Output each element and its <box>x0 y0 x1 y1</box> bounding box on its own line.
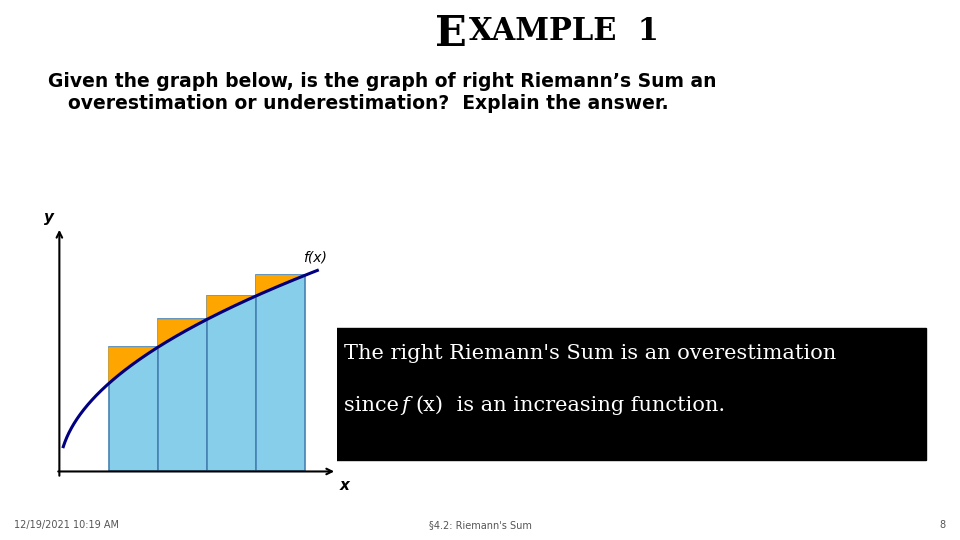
Bar <box>328 328 926 460</box>
Text: E: E <box>435 13 467 55</box>
Text: is an increasing function.: is an increasing function. <box>450 396 725 415</box>
Bar <box>206 296 256 471</box>
Text: XAMPLE  1: XAMPLE 1 <box>469 16 659 47</box>
Bar <box>108 347 157 471</box>
Text: 12/19/2021 10:19 AM: 12/19/2021 10:19 AM <box>14 520 119 530</box>
Text: f: f <box>401 396 416 415</box>
Text: f(x): f(x) <box>302 251 326 265</box>
Bar <box>256 275 305 471</box>
Text: The right Riemann's Sum is an overestimation: The right Riemann's Sum is an overestima… <box>344 344 836 363</box>
Text: Given the graph below, is the graph of right Riemann’s Sum an: Given the graph below, is the graph of r… <box>48 72 716 91</box>
Text: y: y <box>44 210 55 225</box>
Text: overestimation or underestimation?  Explain the answer.: overestimation or underestimation? Expla… <box>68 94 668 113</box>
Text: x: x <box>340 477 349 492</box>
Text: (x): (x) <box>415 396 443 415</box>
Bar <box>157 320 206 471</box>
Text: §4.2: Riemann's Sum: §4.2: Riemann's Sum <box>428 520 532 530</box>
Text: since: since <box>344 396 406 415</box>
Text: 8: 8 <box>940 520 946 530</box>
